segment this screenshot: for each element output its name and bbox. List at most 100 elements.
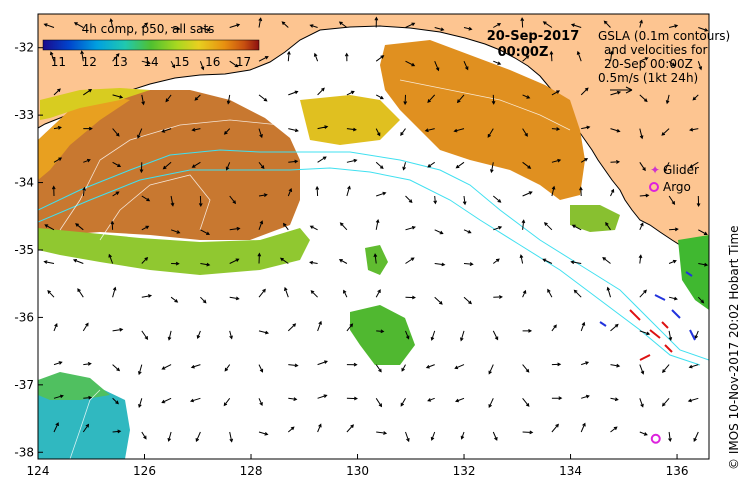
y-tick-label: -32 <box>14 41 34 55</box>
velocity-arrow <box>198 195 203 208</box>
velocity-arrow <box>376 191 387 197</box>
velocity-arrow <box>609 50 614 62</box>
velocity-arrow <box>697 296 705 304</box>
sst-yellow-east <box>300 95 400 145</box>
velocity-arrow <box>579 186 583 197</box>
velocity-arrow <box>403 94 408 106</box>
velocity-arrow <box>194 94 201 101</box>
velocity-arrow <box>288 159 299 164</box>
velocity-arrow <box>400 398 406 407</box>
y-tick-label: -36 <box>14 310 34 324</box>
y-axis: -32 -33 -34 -35 -36 -37 -38 <box>14 41 43 459</box>
velocity-arrow <box>346 185 351 197</box>
velocity-arrow <box>112 161 122 167</box>
velocity-arrow <box>549 50 554 62</box>
velocity-arrow <box>522 397 530 407</box>
velocity-arrow <box>427 397 435 402</box>
y-tick-label: -34 <box>14 176 34 190</box>
velocity-arrow <box>141 195 151 202</box>
velocity-arrow <box>610 188 615 197</box>
velocity-arrow <box>317 360 328 366</box>
velocity-arrow <box>698 262 709 267</box>
velocity-arrow <box>374 16 379 28</box>
velocity-arrow <box>493 226 503 231</box>
velocity-arrow <box>258 431 269 436</box>
velocity-arrow <box>229 296 240 301</box>
velocity-arrow <box>141 256 149 264</box>
velocity-arrow <box>522 329 533 333</box>
velocity-arrow <box>698 27 709 32</box>
velocity-arrow <box>661 397 670 407</box>
velocity-arrow <box>376 329 385 334</box>
y-tick-label: -38 <box>14 445 34 459</box>
velocity-arrow <box>317 125 329 130</box>
velocity-arrow <box>258 330 270 335</box>
velocity-arrow <box>53 323 58 332</box>
gsla-line-1: GSLA (0.1m contours) <box>598 29 730 43</box>
velocity-arrow <box>141 330 149 340</box>
velocity-arrow <box>519 254 524 264</box>
velocity-arrow <box>167 330 172 341</box>
velocity-arrow <box>258 193 268 197</box>
velocity-arrow <box>138 364 143 376</box>
velocity-arrow <box>108 253 114 264</box>
velocity-arrow <box>694 330 699 340</box>
velocity-arrow <box>551 158 562 163</box>
gsla-line-4: 0.5m/s (1kt 24h) <box>598 71 698 85</box>
velocity-arrow <box>83 395 93 400</box>
velocity-arrow <box>610 323 619 332</box>
velocity-arrow <box>171 26 181 31</box>
velocity-arrow <box>570 23 582 28</box>
velocity-arrow <box>82 322 89 332</box>
velocity-arrow <box>200 262 211 267</box>
velocity-arrow <box>576 50 582 62</box>
velocity-arrow <box>668 259 677 264</box>
velocity-arrow <box>639 128 644 140</box>
velocity-arrow <box>571 224 582 231</box>
velocity-arrow <box>668 24 679 28</box>
velocity-arrow <box>44 224 55 231</box>
velocity-arrow <box>83 126 93 131</box>
velocity-arrow <box>405 330 410 340</box>
velocity-arrow <box>373 253 378 264</box>
velocity-arrow <box>669 227 679 232</box>
velocity-arrow <box>72 259 84 264</box>
velocity-arrow <box>346 362 358 367</box>
velocity-arrow <box>223 128 231 135</box>
velocity-arrow <box>522 55 530 62</box>
velocity-arrow <box>433 195 438 205</box>
velocity-arrow <box>602 256 611 264</box>
velocity-arrow <box>405 195 413 204</box>
velocity-arrow <box>284 286 289 298</box>
velocity-arrow <box>112 94 124 99</box>
velocity-arrow <box>580 158 589 163</box>
velocity-arrow <box>258 94 268 102</box>
argo-marker <box>650 433 661 444</box>
velocity-arrow <box>376 431 388 435</box>
velocity-arrow <box>258 17 263 28</box>
velocity-arrow <box>288 90 299 96</box>
velocity-arrow <box>661 128 670 136</box>
velocity-arrow <box>315 185 320 197</box>
velocity-arrow <box>425 364 435 369</box>
x-tick-label: 132 <box>453 464 476 478</box>
velocity-arrow <box>456 94 465 104</box>
velocity-arrow <box>551 423 559 433</box>
velocity-arrow <box>226 94 231 105</box>
velocity-arrow <box>551 90 561 96</box>
velocity-arrow <box>605 221 611 231</box>
velocity-arrow <box>53 125 62 130</box>
velocity-arrow <box>434 229 444 235</box>
sst-green-patch <box>350 305 415 365</box>
velocity-arrow <box>453 128 465 133</box>
velocity-arrow <box>112 397 119 405</box>
velocity-arrow <box>190 364 201 369</box>
velocity-arrow <box>405 226 416 231</box>
velocity-arrow <box>257 252 262 264</box>
velocity-arrow <box>53 157 63 163</box>
velocity-arrow <box>490 162 494 174</box>
velocity-arrow <box>288 363 299 368</box>
argo-icon <box>649 182 659 192</box>
y-tick-label: -35 <box>14 243 34 257</box>
